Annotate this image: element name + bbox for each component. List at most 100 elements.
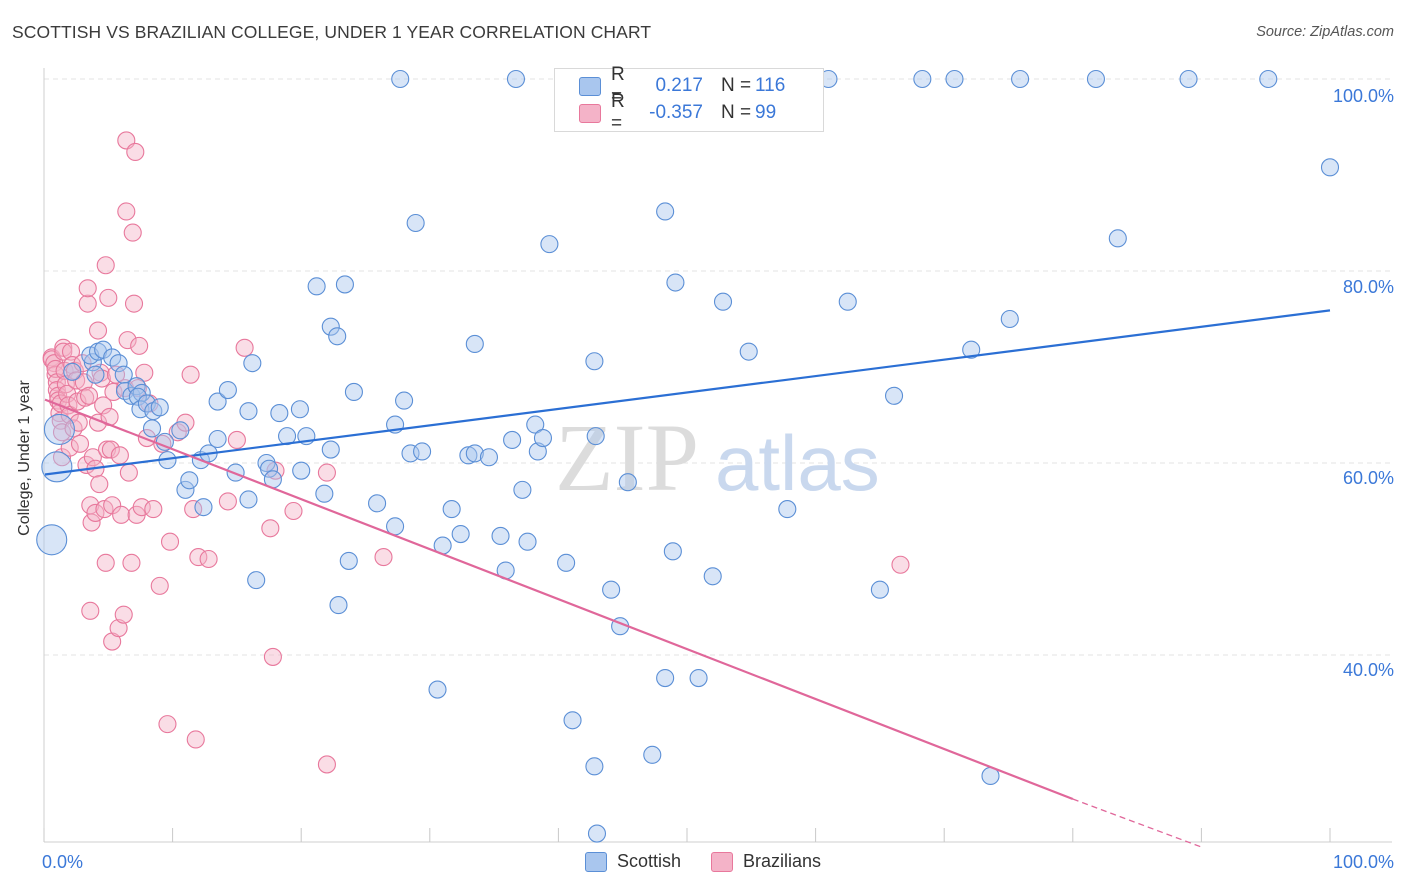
brazilian-point bbox=[284, 501, 303, 521]
scottish-point bbox=[194, 498, 213, 517]
legend-r-value: 0.217 bbox=[655, 75, 703, 96]
scottish-point bbox=[321, 440, 340, 459]
brazilian-point bbox=[67, 371, 86, 390]
scottish-point bbox=[239, 490, 258, 509]
scottish-point bbox=[218, 380, 237, 400]
scottish-point bbox=[778, 500, 797, 519]
scottish-point bbox=[329, 596, 348, 615]
scottish-point bbox=[270, 404, 289, 423]
scottish-point bbox=[406, 213, 425, 233]
series-label-scottish: Scottish bbox=[616, 851, 681, 871]
scottish-point bbox=[451, 524, 470, 544]
scottish-point bbox=[656, 668, 675, 688]
brazilian-point bbox=[88, 321, 108, 340]
scottish-point bbox=[442, 500, 461, 519]
brazilian-point bbox=[227, 430, 246, 450]
scottish-point bbox=[41, 451, 73, 483]
series-legend-scottish[interactable]: Scottish bbox=[584, 851, 681, 872]
watermark-atlas: atlas bbox=[715, 419, 880, 507]
scottish-point bbox=[689, 668, 708, 688]
x-tick-label-max: 100.0% bbox=[1332, 852, 1394, 872]
brazilian-point bbox=[96, 553, 115, 572]
scottish-point bbox=[1259, 69, 1278, 89]
scottish-point bbox=[1011, 69, 1030, 89]
scottish-point bbox=[713, 292, 733, 311]
scottish-point bbox=[395, 391, 414, 410]
scottish-point bbox=[176, 480, 195, 499]
scottish-point bbox=[585, 352, 604, 371]
brazilian-point bbox=[52, 423, 72, 442]
series-swatch-scottish bbox=[584, 851, 607, 872]
brazilian-point bbox=[891, 555, 910, 574]
scottish-point bbox=[587, 824, 607, 843]
brazilian-point bbox=[118, 331, 137, 350]
brazilian-point bbox=[119, 463, 138, 482]
scottish-points bbox=[36, 69, 1340, 843]
legend-n-key: N = bbox=[721, 102, 752, 123]
brazilian-point bbox=[123, 223, 142, 242]
brazilian-point bbox=[103, 496, 122, 515]
brazilian-point bbox=[82, 513, 101, 532]
scottish-point bbox=[247, 571, 266, 590]
scottish-point bbox=[528, 442, 547, 461]
brazilian-point bbox=[52, 448, 72, 467]
scottish-point bbox=[503, 430, 522, 450]
brazilian-point bbox=[114, 605, 133, 624]
series-legend: Scottish Brazilians bbox=[0, 851, 1406, 872]
scottish-point bbox=[171, 421, 190, 440]
scottish-point bbox=[315, 484, 334, 503]
brazilian-point bbox=[54, 342, 73, 361]
brazilian-trend-extension bbox=[1072, 798, 1202, 848]
scottish-point bbox=[63, 362, 82, 381]
scottish-point bbox=[36, 524, 68, 556]
scottish-point bbox=[945, 69, 964, 89]
scottish-point bbox=[401, 444, 420, 463]
scottish-point bbox=[465, 334, 484, 354]
brazilian-point bbox=[64, 419, 83, 438]
scottish-point bbox=[335, 275, 354, 294]
legend-row-scottish: R = 0.217 N = 116 bbox=[579, 64, 785, 107]
series-legend-brazilians[interactable]: Brazilians bbox=[711, 851, 821, 872]
scottish-point bbox=[533, 428, 553, 448]
scottish-point bbox=[1179, 69, 1198, 89]
scottish-point bbox=[122, 386, 141, 405]
x-tick-label-min: 0.0% bbox=[42, 852, 84, 872]
y-tick-label-60: 60.0% bbox=[1342, 468, 1394, 488]
scottish-point bbox=[307, 277, 326, 296]
brazilian-point bbox=[160, 532, 180, 551]
brazilian-point bbox=[58, 384, 77, 403]
legend-r-key: R = bbox=[611, 91, 625, 134]
scottish-point bbox=[513, 480, 532, 499]
scottish-point bbox=[413, 442, 432, 461]
brazilian-trend-line bbox=[44, 398, 1074, 801]
scottish-point bbox=[656, 202, 675, 221]
scottish-point bbox=[208, 429, 227, 449]
brazilian-point bbox=[199, 549, 218, 569]
scottish-trend-line bbox=[44, 309, 1331, 476]
legend-row-brazilian: R = -0.357 N = 99 bbox=[579, 91, 776, 134]
y-tick-label-100: 100.0% bbox=[1332, 86, 1394, 106]
brazilian-point bbox=[79, 386, 99, 405]
scottish-point bbox=[1108, 229, 1127, 248]
brazilian-point bbox=[130, 336, 149, 355]
brazilian-point bbox=[235, 338, 254, 357]
brazilian-points bbox=[42, 131, 910, 774]
trend-lines bbox=[44, 309, 1331, 848]
brazilian-point bbox=[109, 619, 128, 638]
y-tick-label-80: 80.0% bbox=[1342, 277, 1394, 297]
scottish-point bbox=[109, 354, 128, 373]
scottish-point bbox=[703, 567, 722, 586]
scottish-point bbox=[208, 392, 227, 411]
chart-source: Source: ZipAtlas.com bbox=[1256, 24, 1394, 40]
brazilian-point bbox=[94, 396, 113, 415]
scottish-point bbox=[962, 340, 981, 359]
legend-n-key: N = bbox=[721, 75, 752, 96]
scottish-point bbox=[243, 354, 262, 373]
scottish-point bbox=[339, 551, 358, 570]
scottish-point bbox=[180, 471, 199, 490]
scottish-point bbox=[290, 400, 309, 419]
brazilian-point bbox=[186, 730, 205, 749]
scottish-point bbox=[1086, 69, 1105, 89]
brazilian-point bbox=[81, 601, 100, 620]
